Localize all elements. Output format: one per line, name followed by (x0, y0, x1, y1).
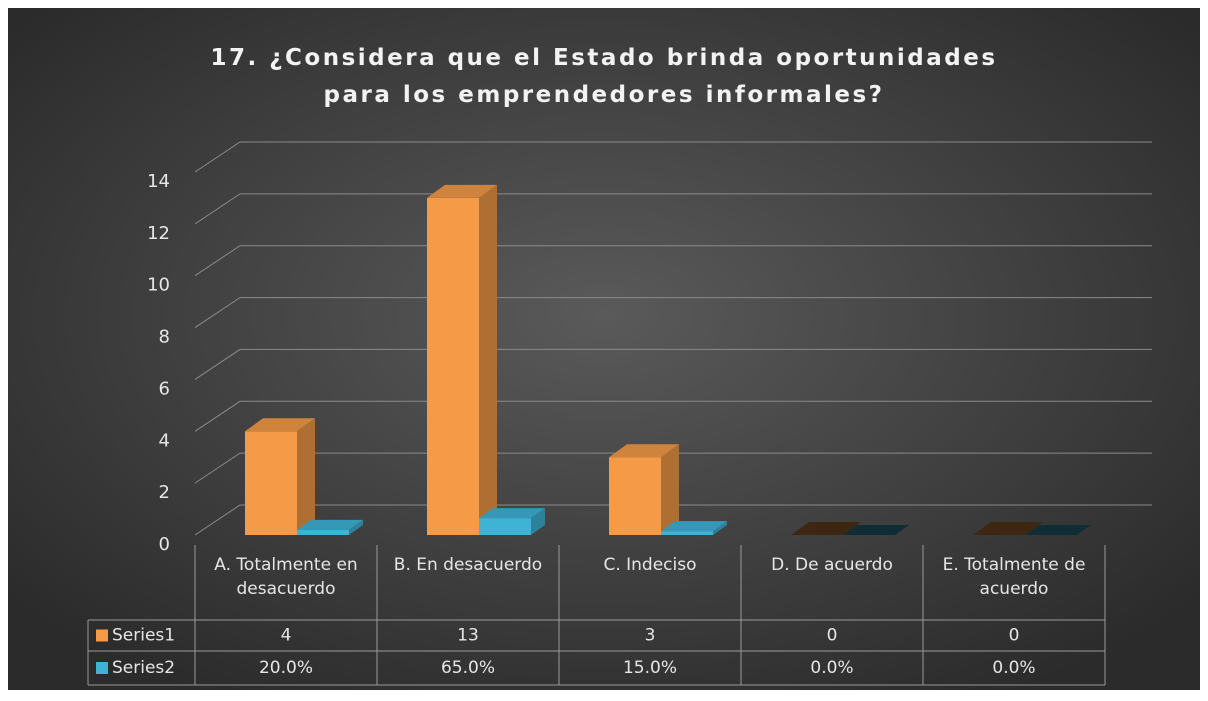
bar-side (531, 508, 545, 535)
table-value: 0 (827, 626, 838, 646)
table-value: 3 (645, 626, 656, 646)
x-tick-label-box: C. Indeciso (603, 555, 697, 575)
grid-line (194, 193, 1152, 225)
bar (661, 521, 727, 535)
table-value: 0 (1009, 626, 1020, 646)
y-tick-label: 6 (159, 378, 170, 399)
bar (791, 522, 861, 535)
x-tick-label: A. Totalmente en desacuerdo (214, 555, 358, 599)
x-tick-label: E. Totalmente de acuerdo (942, 555, 1086, 599)
grid-line (194, 504, 1152, 536)
bar (297, 519, 363, 535)
bar (843, 525, 909, 535)
y-tick-label: 4 (159, 430, 170, 451)
x-tick-label: D. De acuerdo (771, 555, 893, 575)
y-tick-label: 8 (159, 327, 170, 348)
legend-swatch (96, 629, 108, 642)
bar-front (661, 531, 713, 535)
table-value: 13 (457, 626, 479, 646)
grid-line (194, 297, 1152, 328)
bar-floor (843, 525, 909, 535)
bar (245, 418, 315, 535)
grid-line (194, 245, 1152, 277)
y-tick-label: 2 (159, 482, 170, 503)
x-tick-label: C. Indeciso (603, 555, 697, 575)
y-tick-label: 10 (147, 275, 170, 296)
grid-line (194, 452, 1152, 484)
bar-side (349, 519, 363, 535)
table-value: 0.0% (810, 658, 853, 678)
bar-side (297, 418, 315, 535)
bar-top (297, 519, 363, 530)
x-tick-label-box: D. De acuerdo (771, 555, 893, 575)
bar-floor (973, 522, 1043, 535)
bar-front (427, 197, 479, 535)
bar-front (245, 431, 297, 535)
bar (427, 184, 497, 535)
bar-floor (791, 522, 861, 535)
table-value: 4 (281, 626, 292, 646)
chart-title: 17. ¿Considera que el Estado brinda opor… (210, 45, 998, 108)
bar-floor (1025, 525, 1091, 535)
bar-top (245, 418, 315, 432)
bar-top (479, 508, 545, 519)
title-box: 17. ¿Considera que el Estado brinda opor… (210, 45, 998, 108)
x-tick-label-box: A. Totalmente en desacuerdo (214, 555, 358, 599)
x-tick-label: B. En desacuerdo (393, 555, 543, 575)
bar-top (609, 444, 679, 458)
bar-side (713, 521, 727, 535)
bar-front (609, 457, 661, 535)
grid-line (194, 348, 1152, 380)
bar-side (479, 184, 497, 535)
bar-front (479, 518, 531, 535)
x-tick-label-box: B. En desacuerdo (393, 555, 543, 575)
table-value: 20.0% (259, 658, 313, 678)
bar (973, 522, 1043, 535)
bar-top (427, 184, 497, 198)
grid-line (194, 141, 1152, 173)
bar (1025, 525, 1091, 535)
bar-front (297, 529, 349, 535)
x-tick-label-box: E. Totalmente de acuerdo (942, 555, 1086, 599)
bar-side (661, 444, 679, 535)
bar (609, 444, 679, 535)
y-tick-label: 12 (147, 223, 170, 244)
legend-swatch (96, 662, 108, 674)
legend-label: Series2 (112, 658, 175, 678)
grid-line (194, 400, 1152, 432)
y-tick-label: 0 (159, 534, 170, 555)
legend-label: Series1 (112, 626, 175, 646)
table-value: 65.0% (441, 658, 495, 678)
table-value: 0.0% (992, 658, 1035, 678)
y-tick-label: 14 (147, 171, 170, 192)
table-value: 15.0% (623, 658, 677, 678)
bar-top (661, 521, 727, 532)
bar (479, 508, 545, 535)
